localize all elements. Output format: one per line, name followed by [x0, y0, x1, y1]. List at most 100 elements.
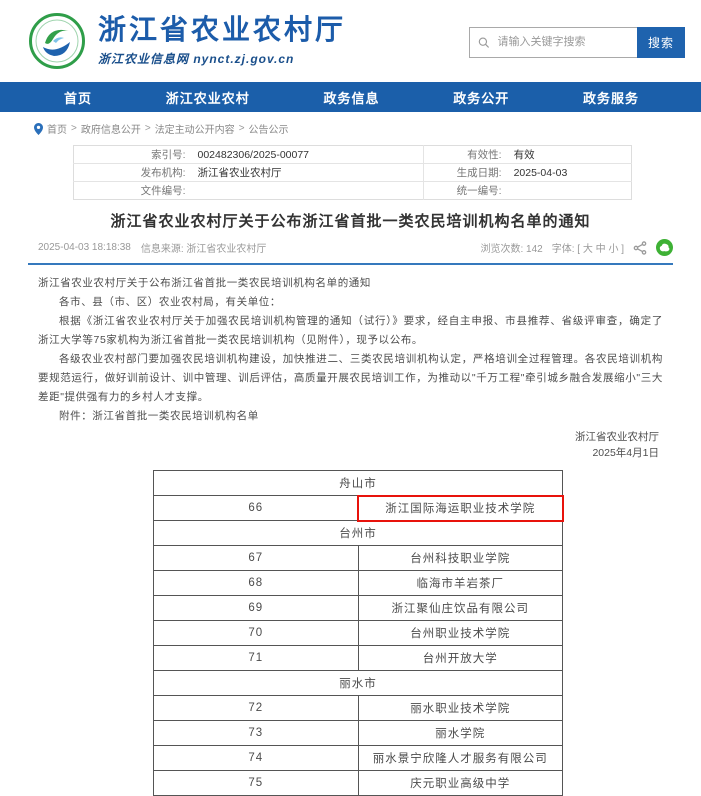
site-logo[interactable]: 浙江省农业农村厅 浙江农业信息网 nynct.zj.gov.cn	[28, 12, 346, 70]
institution-name-cell: 临海市羊岩茶厂	[357, 570, 563, 596]
row-number-cell: 73	[153, 720, 359, 746]
meta-label-issuer: 发布机构:	[73, 163, 192, 182]
breadcrumb-separator: >	[144, 123, 151, 134]
site-header: 浙江省农业农村厅 浙江农业信息网 nynct.zj.gov.cn 搜索	[0, 0, 701, 82]
institution-name-cell: 丽水学院	[357, 720, 563, 746]
main-nav: 首页 浙江农业农村 政务信息 政务公开 政务服务	[0, 82, 701, 112]
publish-time: 2025-04-03 18:18:38	[38, 242, 131, 253]
search-icon	[478, 37, 490, 48]
font-size-label: 字体: [	[551, 244, 581, 255]
table-row: 67 台州科技职业学院	[153, 545, 563, 571]
row-number-cell: 75	[153, 770, 359, 796]
site-subtitle: 浙江农业信息网 nynct.zj.gov.cn	[98, 51, 295, 66]
meta-value-validity: 有效	[507, 145, 632, 164]
meta-value-unified-number	[508, 182, 632, 200]
institution-name-cell: 台州科技职业学院	[357, 545, 563, 571]
row-number-cell: 66	[153, 495, 359, 521]
attachment-line: 附件：浙江省首批一类农民培训机构名单	[59, 410, 259, 422]
breadcrumb: 首页 > 政府信息公开 > 法定主动公开内容 > 公告公示	[0, 112, 701, 141]
meta-label-index: 索引号:	[73, 145, 192, 164]
font-size-medium-button[interactable]: 中	[595, 244, 606, 255]
meta-value-index: 002482306/2025-00077	[191, 145, 424, 164]
agriculture-dept-logo-icon	[29, 13, 85, 69]
row-number-cell: 68	[153, 570, 359, 596]
site-title: 浙江省农业农村厅	[98, 14, 347, 46]
location-pin-icon	[34, 122, 43, 135]
nav-item-home[interactable]: 首页	[64, 90, 93, 106]
signature-org: 浙江省农业农村厅	[575, 431, 659, 443]
section-city-cell: 台州市	[153, 520, 563, 546]
institution-name-cell: 台州职业技术学院	[357, 620, 563, 646]
row-number-cell: 67	[153, 545, 359, 571]
attachment-table-body: 舟山市 66 浙江国际海运职业技术学院 台州市 67 台州科技职业学院 68 临海市羊岩茶厂 6…	[153, 470, 564, 796]
breadcrumb-separator: >	[71, 123, 77, 134]
table-section-row: 舟山市	[153, 470, 563, 496]
row-number-cell: 70	[153, 620, 359, 646]
site-title-group: 浙江省农业农村厅 浙江农业信息网 nynct.zj.gov.cn	[98, 14, 347, 67]
row-number-cell: 69	[153, 595, 359, 621]
meta-value-date: 2025-04-03	[507, 163, 632, 182]
institution-name-cell: 浙江聚仙庄饮品有限公司	[357, 595, 563, 621]
table-row: 72 丽水职业技术学院	[153, 695, 563, 721]
font-size-bracket: ]	[621, 244, 624, 255]
table-section-row: 台州市	[153, 520, 563, 546]
row-number-cell: 74	[153, 745, 359, 771]
search-box: 搜索	[469, 26, 685, 58]
table-row: 75 庆元职业高级中学	[153, 770, 563, 796]
wechat-share-icon[interactable]	[656, 239, 673, 256]
row-number-cell: 71	[153, 645, 359, 671]
search-field	[469, 26, 637, 58]
article-body: 浙江省农业农村厅关于公布浙江省首批一类农民培训机构名单的通知 各市、县（市、区）…	[0, 265, 701, 426]
institution-name-cell: 庆元职业高级中学	[357, 770, 563, 796]
view-count: 浏览次数: 142	[480, 244, 543, 255]
paragraph: 根据《浙江省农业农村厅关于加强农民培训机构管理的通知（试行）》要求，经自主申报、…	[38, 315, 663, 346]
institution-name-cell: 丽水职业技术学院	[357, 695, 563, 721]
meta-value-issuer: 浙江省农业农村厅	[191, 163, 424, 182]
table-row: 68 临海市羊岩茶厂	[153, 570, 563, 596]
info-source: 信息来源: 浙江省农业农村厅	[140, 244, 267, 255]
section-city-cell: 丽水市	[153, 670, 563, 696]
meta-value-doc-number	[192, 182, 424, 200]
article-info-left: 2025-04-03 18:18:38 信息来源: 浙江省农业农村厅	[38, 240, 266, 255]
search-input[interactable]	[495, 35, 629, 49]
signature-block: 浙江省农业农村厅 2025年4月1日	[0, 429, 701, 461]
share-icon[interactable]	[633, 240, 647, 255]
paragraph: 各市、县（市、区）农业农村局，有关单位：	[59, 296, 281, 308]
row-number-cell: 72	[153, 695, 359, 721]
font-size-small-button[interactable]: 小	[608, 244, 619, 255]
breadcrumb-announcements: 公告公示	[248, 125, 289, 136]
nav-item-gov-info[interactable]: 政务信息	[323, 90, 380, 106]
meta-label-date: 生成日期:	[423, 163, 508, 182]
page-title: 浙江省农业农村厅关于公布浙江省首批一类农民培训机构名单的通知	[110, 213, 591, 230]
meta-row: 索引号: 002482306/2025-00077 有效性: 有效	[73, 145, 632, 164]
paragraph: 各级农业农村部门要加强农民培训机构建设，加快推进二、三类农民培训机构认定，严格培…	[38, 353, 663, 403]
section-city-cell: 舟山市	[153, 470, 563, 496]
font-size-large-button[interactable]: 大	[582, 244, 593, 255]
table-row: 70 台州职业技术学院	[153, 620, 563, 646]
institution-name-cell: 丽水景宁欣隆人才服务有限公司	[357, 745, 563, 771]
table-section-row: 丽水市	[153, 670, 563, 696]
breadcrumb-gov-info[interactable]: 政府信息公开	[80, 125, 141, 136]
document-meta-table: 索引号: 002482306/2025-00077 有效性: 有效 发布机构: …	[73, 145, 632, 200]
nav-item-gov-services[interactable]: 政务服务	[582, 90, 639, 106]
meta-row: 发布机构: 浙江省农业农村厅 生成日期: 2025-04-03	[73, 163, 632, 182]
meta-label-unified-number: 统一编号:	[423, 181, 508, 200]
breadcrumb-statutory-disclosure[interactable]: 法定主动公开内容	[154, 125, 235, 136]
search-button[interactable]: 搜索	[637, 26, 685, 58]
title-divider	[28, 263, 673, 265]
table-row: 73 丽水学院	[153, 720, 563, 746]
paragraph: 浙江省农业农村厅关于公布浙江省首批一类农民培训机构名单的通知	[38, 277, 371, 289]
breadcrumb-separator: >	[238, 123, 245, 134]
signature-date: 2025年4月1日	[592, 447, 659, 459]
meta-row: 文件编号: 统一编号:	[74, 181, 632, 200]
table-row: 74 丽水景宁欣隆人才服务有限公司	[153, 745, 563, 771]
table-row: 69 浙江聚仙庄饮品有限公司	[153, 595, 563, 621]
meta-label-validity: 有效性:	[423, 145, 508, 164]
nav-item-zhejiang-agriculture[interactable]: 浙江农业农村	[165, 90, 250, 106]
institution-name-cell-highlighted: 浙江国际海运职业技术学院	[357, 494, 564, 522]
breadcrumb-home[interactable]: 首页	[47, 125, 67, 136]
meta-label-doc-number: 文件编号:	[140, 185, 186, 197]
nav-item-gov-disclosure[interactable]: 政务公开	[453, 90, 510, 106]
article-info-bar: 2025-04-03 18:18:38 信息来源: 浙江省农业农村厅 浏览次数:…	[0, 237, 701, 256]
font-size-control: 字体: [ 大 中 小 ]	[552, 240, 624, 255]
